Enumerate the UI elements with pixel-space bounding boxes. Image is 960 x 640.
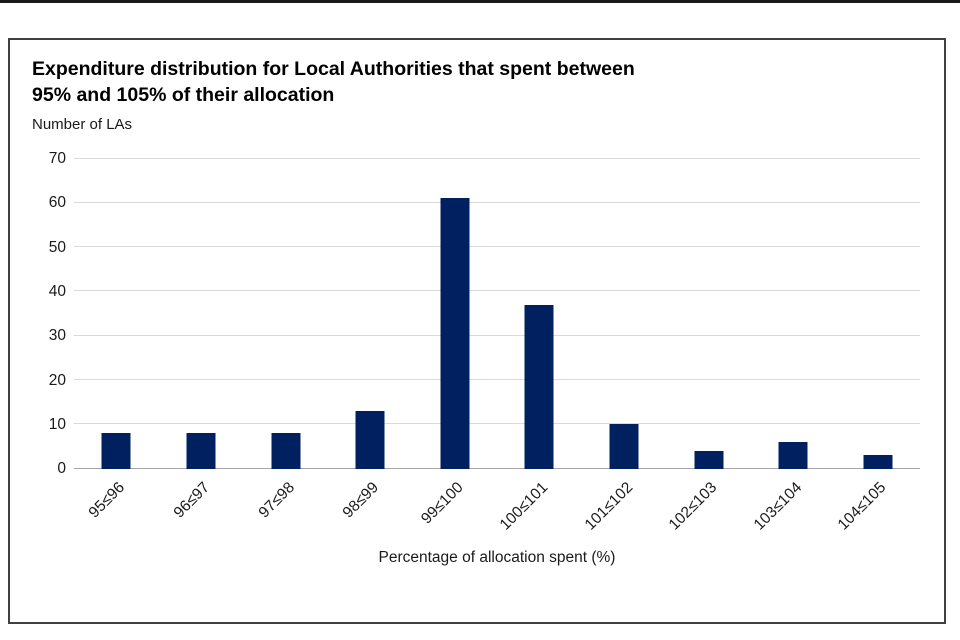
bar-100≤101 <box>524 304 554 469</box>
chart-title: Expenditure distribution for Local Autho… <box>32 56 922 109</box>
x-tick-label-100≤101: 100≤101 <box>496 478 552 534</box>
x-tick-label-102≤103: 102≤103 <box>665 478 721 534</box>
x-tick-label-99≤100: 99≤100 <box>418 478 467 528</box>
bar-103≤104 <box>778 442 808 469</box>
x-axis-baseline <box>74 467 920 469</box>
chart-frame: Expenditure distribution for Local Autho… <box>8 38 946 624</box>
gridline-40 <box>74 290 920 292</box>
y-axis-unit-label: Number of LAs <box>32 115 133 133</box>
gridline-20 <box>74 379 920 381</box>
x-tick-label-104≤105: 104≤105 <box>835 478 890 534</box>
chart-title-line-1: Expenditure distribution for Local Autho… <box>32 58 635 80</box>
chart-area: 0 10 20 30 40 50 60 70 95≤96 96≤97 97≤98 98≤99 99≤1… <box>49 151 920 567</box>
y-tick-label-40: 40 <box>48 282 66 300</box>
bar-102≤103 <box>694 450 723 469</box>
y-tick-label-60: 60 <box>48 194 66 212</box>
x-tick-label-101≤102: 101≤102 <box>581 478 636 534</box>
bar-97≤98 <box>271 433 300 469</box>
bar-104≤105 <box>863 455 893 469</box>
x-axis-title: Percentage of allocation spent (%) <box>378 548 616 566</box>
x-tick-label-95≤96: 95≤96 <box>85 478 129 522</box>
x-axis-tick-labels: 95≤96 96≤97 97≤98 98≤99 99≤100 100≤101 101≤102… <box>74 469 920 547</box>
bar-101≤102 <box>609 424 639 469</box>
x-tick-label-103≤104: 103≤104 <box>750 478 806 534</box>
bar-99≤100 <box>440 198 470 469</box>
plot-area: 0 10 20 30 40 50 60 70 <box>49 151 920 476</box>
bar-96≤97 <box>186 433 216 469</box>
x-tick-label-98≤99: 98≤99 <box>339 478 383 522</box>
gridline-10 <box>74 423 920 425</box>
x-tick-label-97≤98: 97≤98 <box>255 478 298 522</box>
y-tick-label-0: 0 <box>57 459 66 477</box>
page-top-edge <box>0 0 960 3</box>
gridline-50 <box>74 246 920 248</box>
y-tick-label-10: 10 <box>48 415 66 433</box>
gridline-70 <box>74 157 920 159</box>
y-tick-label-50: 50 <box>48 238 66 256</box>
x-tick-label-96≤97: 96≤97 <box>170 478 213 522</box>
y-tick-label-70: 70 <box>48 149 66 167</box>
y-tick-label-30: 30 <box>48 327 66 345</box>
gridline-60 <box>74 201 920 203</box>
chart-title-line-2: 95% and 105% of their allocation <box>32 84 335 107</box>
gridline-30 <box>74 334 920 336</box>
bar-95≤96 <box>101 433 131 469</box>
bar-98≤99 <box>355 411 385 469</box>
y-tick-label-20: 20 <box>48 371 66 389</box>
